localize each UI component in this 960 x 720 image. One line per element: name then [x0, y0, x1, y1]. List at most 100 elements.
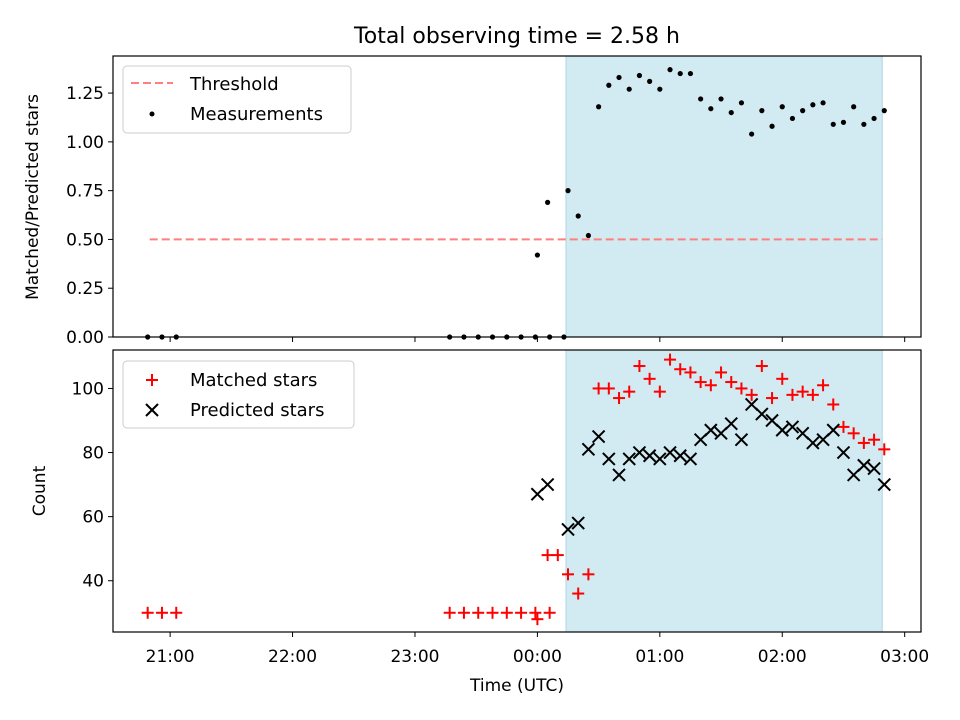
measurement-point: [677, 70, 683, 77]
bottom-legend-box: [122, 360, 355, 429]
measurement-point: [789, 115, 796, 122]
matched-star-point: [837, 420, 850, 433]
matched-star-point: [500, 606, 513, 619]
legend-predicted-swatch: [145, 403, 159, 417]
measurement-point: [871, 115, 877, 122]
matched-star-point: [443, 606, 456, 619]
predicted-star-point: [571, 516, 585, 530]
bottom-ytick-label: 80: [82, 444, 104, 464]
measurement-point: [626, 86, 632, 92]
xtick-label: 22:00: [268, 647, 317, 667]
top-ytick-label: 1.25: [66, 84, 104, 104]
top-axes-frame: [112, 55, 922, 338]
matched-star-point: [515, 606, 528, 619]
matched-star-point: [633, 360, 646, 373]
predicted-star-point: [612, 468, 626, 482]
measurement-point: [606, 82, 612, 88]
bottom-y-axis-label: Count: [30, 465, 50, 516]
predicted-star-point: [826, 423, 840, 437]
measurement-point: [800, 108, 806, 114]
matched-star-point: [623, 385, 636, 398]
measurement-point: [851, 104, 857, 110]
measurement-point: [810, 102, 816, 108]
predicted-star-point: [632, 445, 647, 460]
predicted-star-point: [561, 522, 575, 537]
top-panel: 0.00 0.25 0.50 0.75 1.00 1.25 Matched/Predict…: [23, 55, 922, 348]
predicted-star-point: [857, 458, 871, 473]
measurement-point: [769, 123, 775, 129]
predicted-star-point: [724, 416, 738, 431]
measurement-point: [534, 252, 541, 258]
matched-star-point: [704, 379, 717, 392]
matched-star-point: [592, 382, 605, 395]
matched-star-point: [694, 376, 707, 389]
matched-star-point: [643, 372, 656, 385]
top-ytick-label: 0.25: [66, 279, 104, 299]
predicted-star-point: [755, 407, 769, 421]
xtick-label: 23:00: [390, 647, 439, 667]
measurement-point: [545, 199, 551, 205]
measurement-point: [861, 121, 867, 127]
measurement-point: [881, 108, 887, 114]
matched-star-point: [796, 385, 809, 398]
legend-predicted-label: Predicted stars: [190, 400, 324, 421]
matched-star-point: [725, 376, 738, 389]
bottom-panel: 40 60 80 100 21:00 22:00 23:00 00:00 01:00 02:00…: [30, 349, 929, 696]
predicted-star-point: [653, 452, 667, 466]
measurement-point: [575, 213, 581, 219]
matched-star-point: [786, 388, 799, 401]
matched-star-point: [541, 549, 554, 562]
legend-measurements-swatch: [149, 111, 155, 117]
matched-star-point: [745, 388, 758, 401]
predicted-star-point: [806, 436, 820, 450]
legend-matched-label: Matched stars: [190, 370, 317, 391]
matched-star-point: [572, 587, 585, 600]
predicted-star-point: [642, 449, 657, 463]
top-legend: Threshold Measurements: [122, 65, 352, 134]
bottom-ytick-label: 40: [82, 572, 104, 592]
matched-star-point: [735, 382, 748, 395]
predicted-star-point: [704, 423, 718, 437]
measurement-point: [738, 100, 745, 106]
matched-star-point: [653, 385, 666, 398]
matched-star-point: [457, 606, 470, 619]
x-axis-label: Time (UTC): [469, 676, 564, 696]
measurement-point: [596, 104, 602, 110]
bottom-legend: Matched stars Predicted stars: [122, 360, 355, 429]
matched-star-point: [170, 606, 183, 619]
matched-star-point: [486, 606, 499, 619]
measurement-point: [565, 188, 571, 194]
measurement-point: [687, 70, 694, 77]
bottom-shaded-region: [565, 349, 883, 633]
matched-star-point: [613, 392, 626, 405]
chart-title: Total observing time = 2.58 h: [353, 24, 680, 49]
matched-star-point: [755, 360, 768, 373]
matched-star-point: [529, 606, 542, 619]
matched-star-point: [582, 568, 595, 581]
matched-star-point: [543, 606, 556, 619]
matched-star-point: [562, 568, 575, 581]
measurement-point: [759, 108, 765, 114]
matched-star-point: [817, 379, 830, 392]
matched-star-point: [847, 427, 860, 440]
predicted-star-point: [836, 445, 851, 460]
predicted-star-point: [663, 445, 677, 460]
measurement-point: [698, 96, 704, 102]
measurement-point: [749, 131, 755, 137]
top-ytick-label: 0.50: [66, 230, 104, 250]
predicted-star-point: [683, 452, 698, 466]
legend-matched-swatch: [146, 374, 158, 386]
bottom-ytick-label: 60: [82, 508, 104, 528]
matched-star-point: [602, 382, 615, 395]
xtick-label: 03:00: [880, 647, 929, 667]
measurement-point: [616, 74, 622, 81]
measurement-point: [647, 78, 653, 84]
bottom-axes-frame: [112, 349, 922, 633]
matched-star-point: [531, 613, 544, 626]
measurement-point: [585, 232, 592, 239]
matched-star-point: [141, 606, 154, 619]
matched-star-point: [857, 436, 870, 449]
bottom-ytick-label: 100: [72, 379, 104, 399]
top-ytick-label: 0.75: [66, 182, 104, 202]
top-shaded-region: [565, 55, 883, 338]
